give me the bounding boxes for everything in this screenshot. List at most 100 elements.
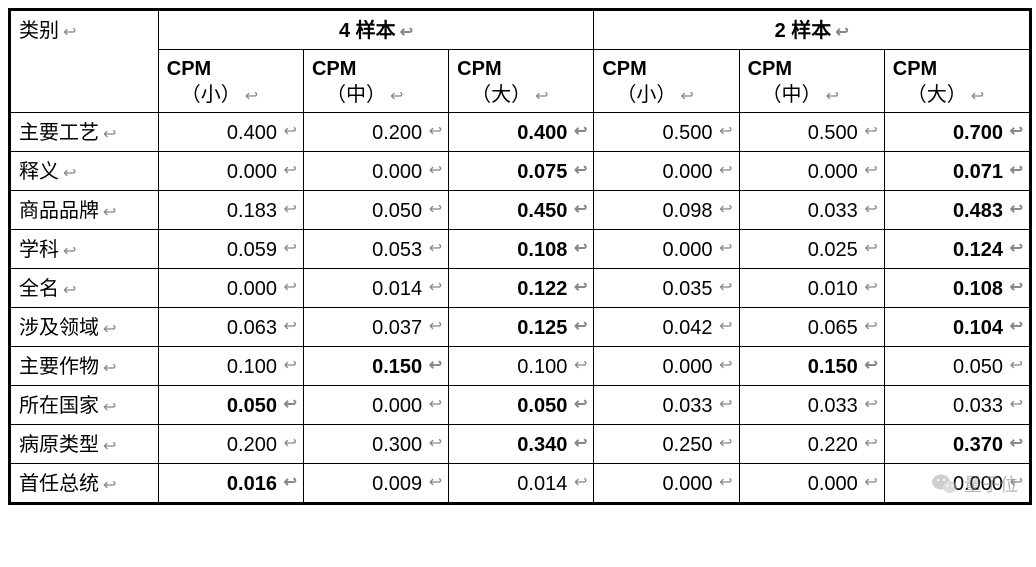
value-cell: 0.000↩ — [158, 152, 303, 191]
value-cell: 0.370↩ — [884, 425, 1029, 464]
paragraph-mark-icon: ↩ — [429, 160, 442, 182]
value-cell: 0.340↩ — [449, 425, 594, 464]
paragraph-mark-icon: ↩ — [429, 121, 442, 143]
table-row: 首任总统↩0.016↩0.009↩0.014↩0.000↩0.000↩0.000… — [11, 464, 1030, 503]
value-text: 0.100 — [517, 356, 567, 378]
value-text: 0.200 — [372, 122, 422, 144]
paragraph-mark-icon: ↩ — [864, 277, 877, 299]
value-text: 0.400 — [517, 122, 567, 144]
table-row: 病原类型↩0.200↩0.300↩0.340↩0.250↩0.220↩0.370… — [11, 425, 1030, 464]
value-text: 0.050 — [372, 200, 422, 222]
value-cell: 0.014↩ — [449, 464, 594, 503]
paragraph-mark-icon: ↩ — [864, 355, 877, 377]
group-header-2-sample: 2 样本↩ — [594, 11, 1030, 50]
paragraph-mark-icon: ↩ — [1010, 355, 1023, 377]
value-cell: 0.300↩ — [303, 425, 448, 464]
subheader-cpm: CPM（中）↩ — [303, 50, 448, 113]
paragraph-mark-icon: ↩ — [103, 204, 116, 221]
paragraph-mark-icon: ↩ — [1010, 199, 1023, 221]
row-label: 所在国家↩ — [11, 386, 159, 425]
paragraph-mark-icon: ↩ — [574, 394, 587, 416]
value-text: 0.033 — [808, 395, 858, 417]
row-label: 首任总统↩ — [11, 464, 159, 503]
value-text: 0.483 — [953, 200, 1003, 222]
paragraph-mark-icon: ↩ — [103, 360, 116, 377]
value-text: 0.000 — [663, 161, 713, 183]
paragraph-mark-icon: ↩ — [429, 277, 442, 299]
row-label: 主要作物↩ — [11, 347, 159, 386]
value-text: 0.050 — [517, 395, 567, 417]
value-cell: 0.000↩ — [739, 152, 884, 191]
value-text: 0.500 — [663, 122, 713, 144]
row-label: 主要工艺↩ — [11, 113, 159, 152]
paragraph-mark-icon: ↩ — [574, 121, 587, 143]
value-cell: 0.033↩ — [594, 386, 739, 425]
value-cell: 0.220↩ — [739, 425, 884, 464]
value-cell: 0.450↩ — [449, 191, 594, 230]
paragraph-mark-icon: ↩ — [574, 355, 587, 377]
row-label: 全名↩ — [11, 269, 159, 308]
row-label-text: 释义 — [19, 161, 59, 183]
value-text: 0.025 — [808, 239, 858, 261]
value-cell: 0.500↩ — [739, 113, 884, 152]
header-row-2: CPM（小）↩CPM（中）↩CPM（大）↩CPM（小）↩CPM（中）↩CPM（大… — [11, 50, 1030, 113]
paragraph-mark-icon: ↩ — [63, 24, 76, 41]
subheader-line1: CPM — [748, 56, 876, 82]
paragraph-mark-icon: ↩ — [574, 238, 587, 260]
row-label-text: 所在国家 — [19, 395, 99, 417]
value-cell: 0.108↩ — [884, 269, 1029, 308]
paragraph-mark-icon: ↩ — [864, 472, 877, 494]
value-cell: 0.150↩ — [303, 347, 448, 386]
paragraph-mark-icon: ↩ — [63, 282, 76, 299]
value-cell: 0.250↩ — [594, 425, 739, 464]
paragraph-mark-icon: ↩ — [1010, 277, 1023, 299]
value-text: 0.009 — [372, 473, 422, 495]
value-cell: 0.183↩ — [158, 191, 303, 230]
category-header-text: 类别 — [19, 20, 59, 42]
value-cell: 0.500↩ — [594, 113, 739, 152]
paragraph-mark-icon: ↩ — [574, 160, 587, 182]
value-text: 0.037 — [372, 317, 422, 339]
paragraph-mark-icon: ↩ — [864, 238, 877, 260]
value-text: 0.124 — [953, 239, 1003, 261]
row-label-text: 涉及领域 — [19, 317, 99, 339]
value-cell: 0.071↩ — [884, 152, 1029, 191]
paragraph-mark-icon: ↩ — [390, 88, 403, 105]
paragraph-mark-icon: ↩ — [429, 355, 442, 377]
paragraph-mark-icon: ↩ — [719, 472, 732, 494]
paragraph-mark-icon: ↩ — [719, 355, 732, 377]
paragraph-mark-icon: ↩ — [864, 433, 877, 455]
value-text: 0.000 — [227, 278, 277, 300]
subheader-cpm: CPM（大）↩ — [449, 50, 594, 113]
paragraph-mark-icon: ↩ — [719, 199, 732, 221]
value-text: 0.450 — [517, 200, 567, 222]
subheader-cpm: CPM（中）↩ — [739, 50, 884, 113]
subheader-line1: CPM — [167, 56, 295, 82]
paragraph-mark-icon: ↩ — [284, 199, 297, 221]
value-cell: 0.035↩ — [594, 269, 739, 308]
value-text: 0.125 — [517, 317, 567, 339]
value-cell: 0.400↩ — [158, 113, 303, 152]
value-text: 0.000 — [808, 473, 858, 495]
data-table: 类别↩ 4 样本↩ 2 样本↩ CPM（小）↩CPM（中）↩CPM（大）↩CPM… — [10, 10, 1030, 503]
value-cell: 0.025 ↩ — [739, 230, 884, 269]
value-text: 0.000 — [953, 473, 1003, 495]
value-cell: 0.000↩ — [303, 386, 448, 425]
value-text: 0.042 — [663, 317, 713, 339]
value-text: 0.400 — [227, 122, 277, 144]
table-row: 学科↩0.059↩0.053↩0.108↩0.000↩0.025↩0.124↩ — [11, 230, 1030, 269]
paragraph-mark-icon: ↩ — [103, 399, 116, 416]
paragraph-mark-icon: ↩ — [680, 88, 693, 105]
header-row-1: 类别↩ 4 样本↩ 2 样本↩ — [11, 11, 1030, 50]
paragraph-mark-icon: ↩ — [826, 88, 839, 105]
value-cell: 0.000↩ — [594, 464, 739, 503]
value-text: 0.098 — [663, 200, 713, 222]
table-row: 主要作物↩0.100↩0.150↩0.100↩0.000↩0.150↩0.050… — [11, 347, 1030, 386]
value-cell: 0.010↩ — [739, 269, 884, 308]
value-text: 0.063 — [227, 317, 277, 339]
value-cell: 0.200 ↩ — [303, 113, 448, 152]
paragraph-mark-icon: ↩ — [284, 472, 297, 494]
paragraph-mark-icon: ↩ — [574, 433, 587, 455]
subheader-line2: （中）↩ — [312, 82, 403, 108]
paragraph-mark-icon: ↩ — [63, 165, 76, 182]
